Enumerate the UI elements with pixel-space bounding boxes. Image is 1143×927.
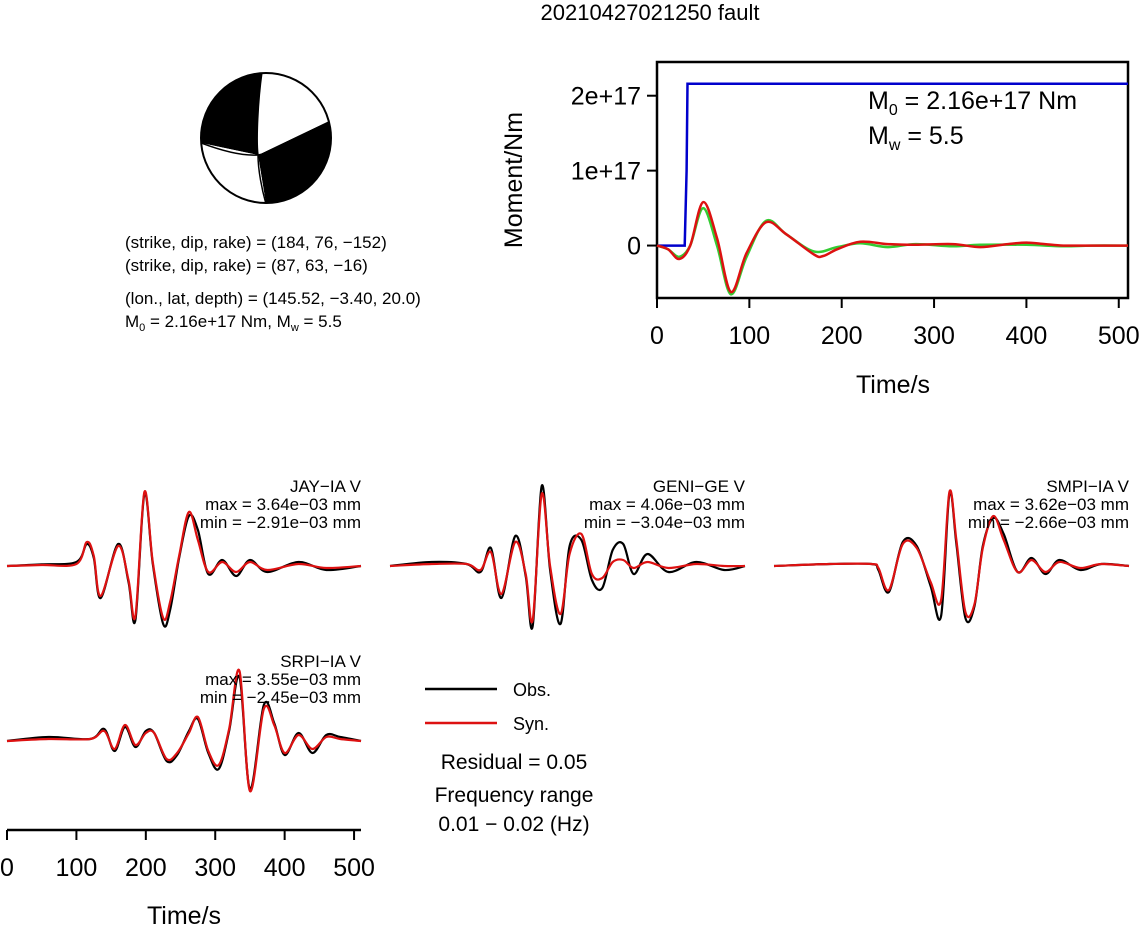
waveform-station-label: SMPI−IA V xyxy=(1046,477,1129,496)
mechanism-nodal-plane-2: (strike, dip, rake) = (87, 63, −16) xyxy=(125,256,368,275)
waveform-syn-trace xyxy=(773,489,1130,619)
figure-title: 20210427021250 fault xyxy=(541,0,760,25)
moment-x-tick-label: 0 xyxy=(650,322,664,350)
waveform-x-axis-label: Time/s xyxy=(147,902,221,927)
waveform-x-tick-label: 0 xyxy=(0,854,14,882)
waveform-station-label: GENI−GE V xyxy=(653,477,746,496)
waveform-max-label: max = 3.64e−03 mm xyxy=(205,495,361,514)
legend-obs-label: Obs. xyxy=(513,680,551,700)
waveform-max-label: max = 3.62e−03 mm xyxy=(973,495,1129,514)
waveform-syn-trace xyxy=(6,490,362,621)
moment-chart-frame xyxy=(655,60,1130,300)
waveform-min-label: min = −2.45e−03 mm xyxy=(200,688,361,707)
frequency-range-value: 0.01 − 0.02 (Hz) xyxy=(438,813,589,836)
moment-x-tick-label: 500 xyxy=(1098,322,1140,350)
moment-cumulative-line xyxy=(657,82,1128,247)
moment-x-tick-label: 100 xyxy=(728,322,770,350)
beachball xyxy=(200,72,332,204)
waveform-station-label: SRPI−IA V xyxy=(280,652,361,671)
moment-x-tick-label: 300 xyxy=(913,322,955,350)
mechanism-location: (lon., lat, depth) = (145.52, −3.40, 20.… xyxy=(125,289,421,308)
legend: Obs. Syn. Residual = 0.05 Frequency rang… xyxy=(425,680,593,836)
moment-chart: 0 100 200 300 400 500 0 1e+17 2e+17 M0 = 2.16e+1… xyxy=(500,60,1140,399)
mechanism-magnitude: M0 = 2.16e+17 Nm, Mw = 5.5 xyxy=(125,312,342,334)
legend-syn-label: Syn. xyxy=(513,714,549,734)
frequency-range-title: Frequency range xyxy=(435,784,594,807)
moment-x-axis-label: Time/s xyxy=(856,371,930,399)
residual-text: Residual = 0.05 xyxy=(441,751,588,774)
waveform-min-label: min = −2.91e−03 mm xyxy=(200,513,361,532)
waveform-syn-trace xyxy=(6,668,362,793)
beachball-compressional-quadrant-1 xyxy=(201,73,262,155)
moment-y-tick-label: 1e+17 xyxy=(571,158,641,186)
moment-y-tick-label: 0 xyxy=(627,233,641,261)
waveform-x-tick-label: 400 xyxy=(264,854,306,882)
waveform-time-axis: Time/s 0 100 200 300 400 500 xyxy=(0,828,375,927)
moment-x-tick-label: 400 xyxy=(1006,322,1048,350)
moment-y-axis-label: Moment/Nm xyxy=(500,112,528,248)
waveform-x-tick-label: 200 xyxy=(125,854,167,882)
waveform-min-label: min = −3.04e−03 mm xyxy=(584,513,745,532)
waveform-max-label: max = 3.55e−03 mm xyxy=(205,670,361,689)
waveform-syn-trace xyxy=(389,492,746,624)
waveform-max-label: max = 4.06e−03 mm xyxy=(589,495,745,514)
moment-y-tick-label: 2e+17 xyxy=(571,83,641,111)
moment-annotation-mw: Mw = 5.5 xyxy=(868,122,964,154)
moment-stf-line-red xyxy=(656,200,1128,294)
waveform-x-tick-label: 100 xyxy=(56,854,98,882)
waveform-obs-trace xyxy=(389,484,746,630)
moment-x-tick-label: 200 xyxy=(821,322,863,350)
mechanism-nodal-plane-1: (strike, dip, rake) = (184, 76, −152) xyxy=(125,233,387,252)
waveform-x-tick-label: 500 xyxy=(333,854,375,882)
moment-annotation-m0: M0 = 2.16e+17 Nm xyxy=(868,87,1077,119)
waveform-station-label: JAY−IA V xyxy=(290,477,362,496)
waveform-min-label: min = −2.66e−03 mm xyxy=(968,513,1129,532)
waveform-x-tick-label: 300 xyxy=(194,854,236,882)
